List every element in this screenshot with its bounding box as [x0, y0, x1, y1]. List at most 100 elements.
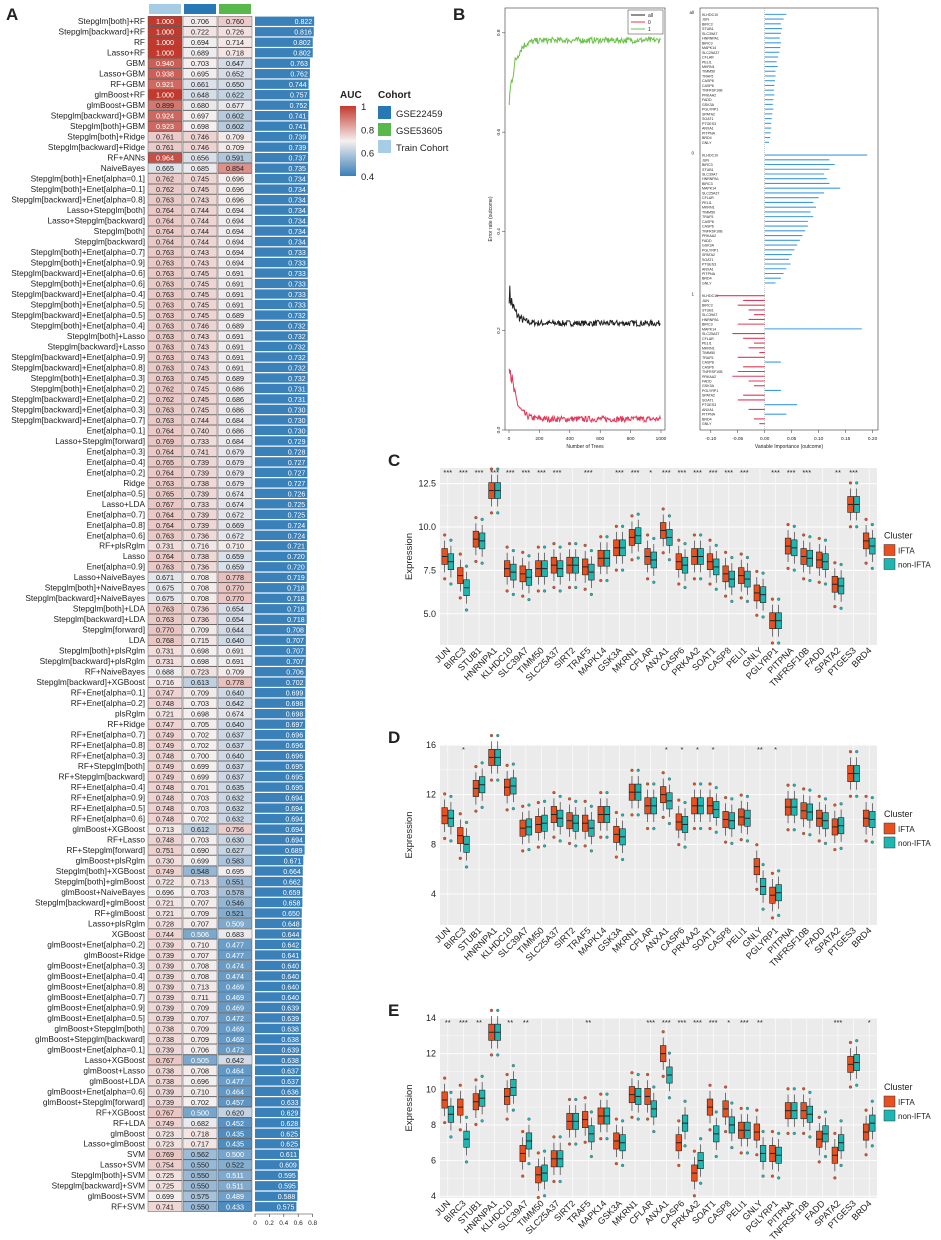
heatmap-cell: [217, 267, 253, 279]
heatmap-cell: [147, 813, 183, 824]
heatmap-cell: [147, 393, 183, 405]
heatmap-cell: [147, 729, 183, 740]
box-outlier: [739, 596, 743, 600]
significance-marker: ***: [459, 468, 468, 477]
heatmap-cell-value: 0.632: [226, 794, 244, 803]
box-outlier: [870, 566, 874, 570]
vi-x-tick-label: 0.20: [868, 436, 878, 442]
box-outlier: [458, 812, 462, 816]
heatmap-cell-value: 0.923: [156, 122, 174, 131]
box-outlier: [449, 1090, 453, 1094]
heatmap-row-label: glmBoost+Stepglm[both]: [54, 1023, 145, 1033]
heatmap-row-label: Stepglm[both]: [94, 226, 145, 236]
heatmap-cell-value: 0.778: [226, 573, 244, 582]
box-outlier: [823, 797, 828, 801]
heatmap-cell: [182, 949, 218, 961]
heatmap-cell: [182, 488, 218, 499]
heatmap-cell: [217, 792, 253, 803]
box-outlier: [449, 538, 453, 542]
box-outlier: [599, 535, 603, 539]
vi-gene-label: SPATA2: [702, 394, 715, 398]
heatmap-cell-value: 0.767: [156, 1108, 174, 1117]
mean-auc-value: 0.625: [280, 1142, 298, 1149]
mean-auc-value: 0.802: [293, 51, 311, 58]
mean-auc-bar: [255, 971, 302, 981]
mean-auc-value: 0.639: [281, 1016, 299, 1023]
heatmap-cell-value: 0.699: [191, 773, 209, 782]
heatmap-cell: [147, 288, 183, 300]
box-outlier: [449, 1135, 453, 1139]
heatmap-cell-value: 1.000: [156, 28, 174, 37]
heatmap-row-label: glmBoost+NaiveBayes: [61, 887, 145, 897]
heatmap-cell: [217, 467, 253, 478]
heatmap-cell-value: 0.640: [226, 720, 244, 729]
box-outlier: [808, 788, 812, 792]
box-outlier: [792, 1131, 796, 1135]
heatmap-cell-value: 0.744: [191, 237, 209, 246]
box-outlier: [443, 1076, 447, 1080]
heatmap-cell-value: 0.709: [226, 668, 244, 677]
heatmap-cell: [182, 100, 218, 111]
heatmap-row-label: Stepglm[both]+GBM: [70, 121, 145, 131]
mean-auc-bar: [255, 635, 306, 645]
heatmap-cell: [217, 551, 253, 562]
heatmap-cell: [182, 1033, 218, 1045]
box-outlier: [786, 523, 790, 527]
heatmap-cell: [182, 886, 218, 898]
heatmap-cell: [147, 351, 183, 363]
heatmap-cell: [147, 886, 183, 898]
box-outlier: [792, 783, 796, 787]
heatmap-cell-value: 1.000: [156, 49, 174, 58]
mean-auc-value: 0.729: [288, 439, 306, 446]
heatmap-cell-value: 0.763: [156, 321, 174, 330]
heatmap-cell-value: 0.736: [191, 605, 209, 614]
mean-auc-bar: [255, 257, 308, 268]
heatmap-cell: [217, 1138, 253, 1149]
heatmap-cell-value: 0.691: [226, 342, 244, 351]
box-outlier: [786, 1131, 790, 1135]
box-outlier: [646, 1117, 650, 1121]
heatmap-cell-value: 0.761: [156, 133, 174, 142]
box-outlier: [636, 1117, 640, 1121]
mean-auc-value: 0.802: [293, 40, 311, 47]
heatmap-cell: [217, 257, 253, 268]
mean-auc-bar: [255, 499, 308, 509]
box-outlier: [792, 828, 796, 832]
heatmap-cell-value: 0.464: [226, 1087, 244, 1096]
mean-auc-bar: [255, 383, 308, 394]
box-outlier: [817, 1160, 821, 1164]
heatmap-cell: [147, 1002, 183, 1013]
heatmap-cell-value: 0.744: [191, 206, 209, 215]
box-outlier: [521, 594, 525, 598]
heatmap-cell: [217, 635, 253, 646]
box-outlier: [692, 1194, 696, 1198]
vi-gene-label: FADD: [702, 239, 712, 243]
heatmap-row-label: glmBoost+Stepglm[forward]: [43, 1097, 145, 1107]
heatmap-cell: [147, 131, 183, 142]
heatmap-cell-value: 0.713: [156, 825, 174, 834]
heatmap-cell-value: 0.739: [156, 961, 174, 970]
heatmap-cell: [147, 781, 183, 793]
heatmap-cell: [182, 1023, 218, 1034]
vi-gene-label: PITPNA: [702, 413, 716, 417]
vi-gene-label: HNRNPA1: [702, 37, 719, 41]
box-outlier: [543, 545, 547, 549]
box-outlier: [755, 613, 759, 617]
box-outlier: [505, 808, 509, 812]
heatmap-cell-value: 0.744: [191, 227, 209, 236]
box-outlier: [833, 605, 837, 609]
heatmap-row-label: Stepglm[both]+Enet[alpha=0.2]: [31, 383, 145, 393]
heatmap-cell: [217, 1170, 253, 1181]
vi-gene-label: CASP6: [702, 365, 714, 369]
mean-auc-bar: [255, 1191, 298, 1201]
box-outlier: [870, 796, 874, 800]
vi-gene-label: STUB1: [702, 27, 714, 31]
vi-gene-label: JUN: [702, 299, 709, 303]
heatmap-cell: [217, 131, 253, 142]
heatmap-cell: [147, 26, 183, 37]
heatmap-cell-value: 0.684: [226, 416, 244, 425]
box-outlier: [536, 1195, 540, 1200]
heatmap-row-label: Stepglm[both]+Enet[alpha=0.1]: [31, 184, 145, 194]
significance-marker: ***: [787, 468, 796, 477]
box-outlier: [536, 845, 540, 849]
